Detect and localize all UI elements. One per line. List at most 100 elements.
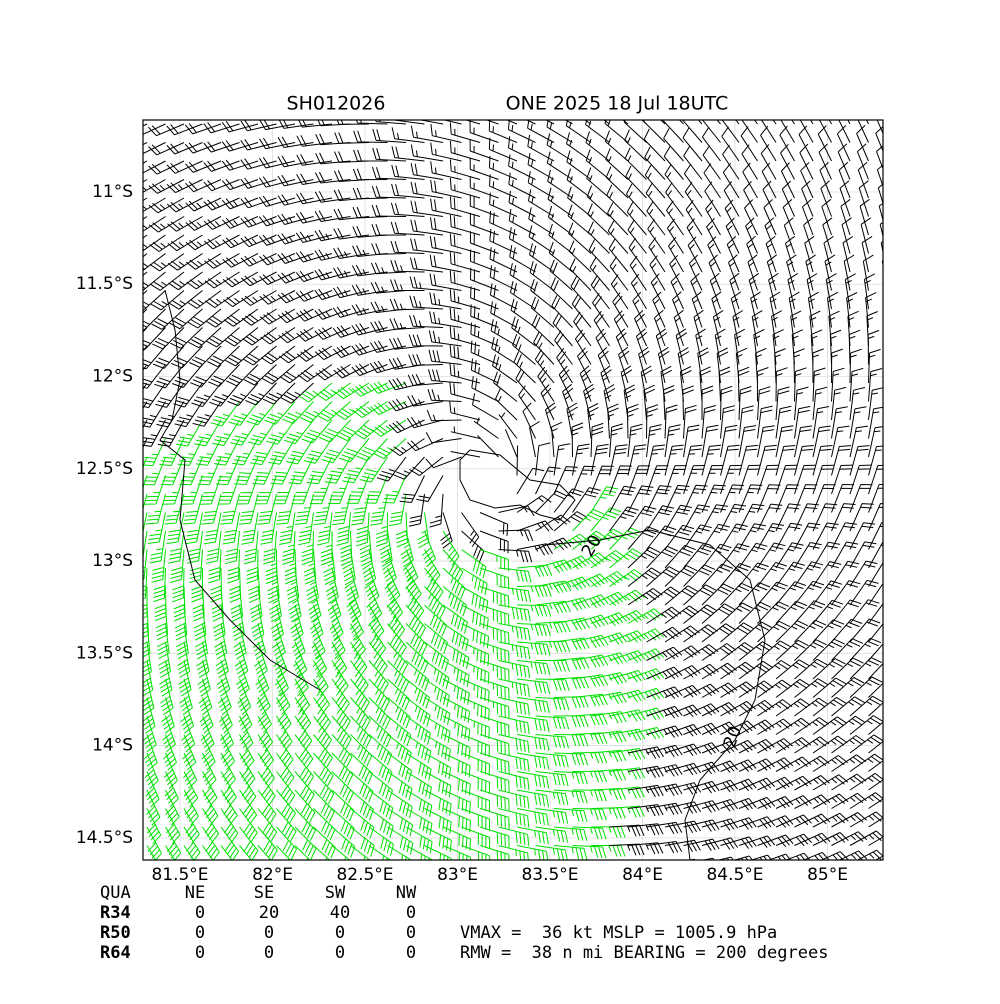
summary-line: VMAX = 36 kt MSLP = 1005.9 hPa — [460, 923, 777, 943]
wind-barb — [409, 276, 444, 291]
wind-barb — [143, 253, 148, 258]
wind-barb — [143, 160, 148, 164]
wind-barb — [605, 166, 629, 199]
wind-barb — [516, 789, 549, 807]
wind-barb — [143, 678, 155, 716]
wind-barb — [775, 775, 812, 791]
wind-barb — [534, 349, 555, 384]
wind-barb — [351, 343, 388, 356]
wind-barb — [350, 715, 372, 749]
wind-barb — [333, 266, 370, 279]
wind-barb — [410, 200, 444, 217]
wind-barb — [831, 464, 853, 495]
wind-barb — [653, 309, 666, 347]
wind-barb — [449, 214, 481, 236]
wind-barb — [609, 256, 629, 291]
wind-barb — [314, 171, 351, 184]
wind-barb — [516, 808, 549, 826]
wind-barb — [765, 235, 777, 273]
wind-barb — [664, 484, 690, 513]
y-tick-label: 14°S — [92, 736, 133, 756]
wind-barb — [760, 120, 777, 143]
wind-barb — [646, 424, 662, 458]
wind-barb — [550, 277, 573, 310]
title-left: SH012026 — [287, 93, 386, 115]
wind-barb — [683, 564, 716, 587]
wind-barb — [738, 582, 771, 606]
wind-barb — [720, 836, 757, 849]
wind-barb — [868, 406, 883, 439]
wind-barb — [143, 308, 148, 314]
wind-barb — [148, 160, 185, 175]
wind-barb — [315, 364, 351, 381]
wind-barb — [683, 838, 720, 851]
wind-barb — [429, 254, 462, 273]
wind-barb — [471, 376, 499, 402]
wind-barb — [362, 549, 377, 586]
wind-barb — [701, 702, 738, 717]
wind-barb — [143, 549, 148, 581]
wind-barb — [461, 641, 490, 667]
x-tick-label: 84°E — [622, 865, 663, 885]
wind-barb — [664, 404, 678, 439]
wind-barb — [372, 166, 407, 180]
wind-barb — [590, 632, 628, 645]
wind-barb — [553, 845, 588, 860]
wind-barb — [572, 789, 607, 802]
wind-barb — [794, 775, 830, 791]
wind-barb — [175, 623, 189, 660]
table-header: SE — [254, 883, 274, 903]
wind-barb — [301, 419, 333, 444]
wind-barb — [442, 845, 472, 860]
wind-barb — [607, 403, 619, 439]
wind-barb — [868, 368, 883, 402]
wind-barb — [276, 826, 298, 860]
wind-barb — [757, 523, 785, 550]
wind-barb — [352, 401, 388, 418]
summary-line: RMW = 38 n mi BEARING = 200 degrees — [460, 943, 828, 963]
wind-barb — [449, 289, 481, 310]
wind-barb — [683, 819, 720, 832]
wind-barb — [368, 826, 394, 856]
wind-barb — [627, 687, 665, 701]
wind-barb — [488, 120, 518, 143]
wind-barb — [143, 216, 148, 220]
wind-barb — [887, 676, 919, 697]
wind-barb — [549, 259, 573, 291]
wind-barb — [868, 779, 883, 791]
wind-barb — [887, 388, 902, 420]
wind-barb — [664, 605, 700, 624]
wind-barb — [766, 254, 777, 291]
wind-barb — [391, 183, 425, 199]
wind-barb — [709, 272, 721, 310]
wind-barb — [687, 858, 696, 860]
wind-barb — [644, 164, 666, 199]
wind-barb — [788, 291, 800, 328]
wind-barb — [508, 172, 536, 199]
wind-barb — [179, 678, 193, 716]
wind-barb — [399, 475, 425, 503]
wind-barb — [609, 423, 624, 458]
wind-barb — [720, 720, 757, 735]
wind-barb — [235, 660, 250, 697]
wind-barb — [812, 522, 839, 550]
wind-barb — [812, 406, 830, 439]
wind-barb — [442, 604, 468, 634]
wind-barb — [646, 783, 683, 796]
wind-barb — [442, 734, 471, 760]
wind-barb — [572, 693, 608, 707]
wind-barb — [498, 845, 529, 860]
wind-barb — [461, 623, 490, 649]
wind-barb — [252, 623, 267, 660]
wind-barb — [234, 456, 259, 485]
wind-barb — [887, 580, 915, 605]
wind-barb — [240, 216, 277, 228]
wind-barb — [295, 212, 333, 224]
wind-barb — [553, 715, 589, 728]
wind-barb — [442, 715, 471, 742]
wind-barb — [697, 347, 709, 384]
wind-barb — [664, 820, 701, 833]
wind-barb — [286, 567, 300, 604]
wind-barb — [705, 199, 721, 236]
wind-barb — [645, 182, 666, 217]
